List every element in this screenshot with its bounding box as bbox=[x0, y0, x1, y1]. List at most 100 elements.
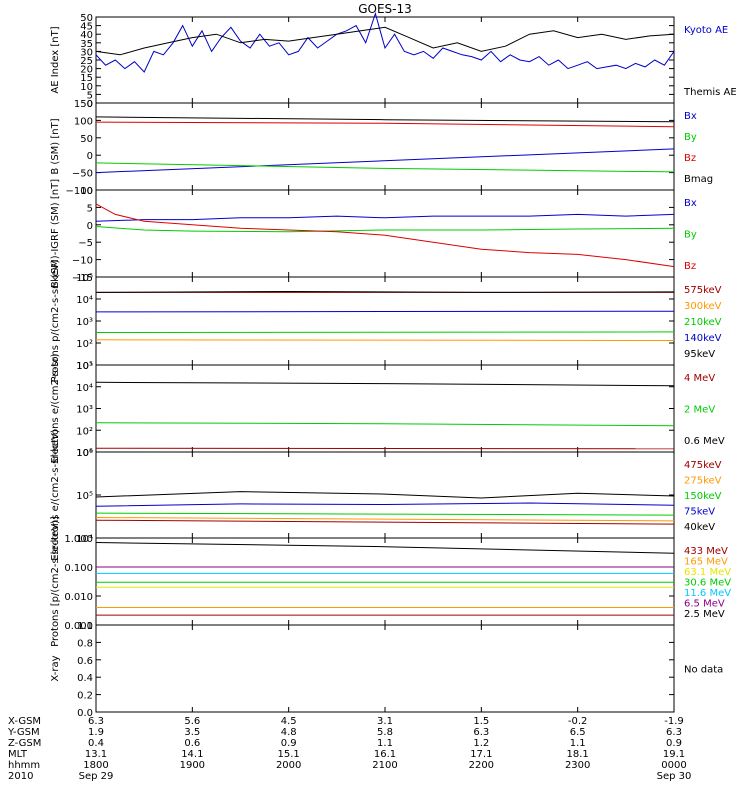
series-line-kyoto-ae bbox=[95, 11, 675, 73]
legend-entry: 165 MeV bbox=[684, 557, 728, 568]
ephemeris-value: 2000 bbox=[276, 760, 301, 771]
legend-entry: 275keV bbox=[684, 476, 722, 487]
y-tick-label: 50 bbox=[80, 13, 93, 24]
ephemeris-row-label: hhmm bbox=[8, 760, 40, 771]
y-tick-label: 0 bbox=[87, 99, 93, 110]
y-tick-label: 0.001 bbox=[64, 621, 93, 632]
y-tick-label: 10² bbox=[76, 426, 93, 437]
y-tick-label: 10³ bbox=[76, 317, 93, 328]
y-tick-label: 10¹ bbox=[76, 448, 93, 459]
ephemeris-value: 6.3 bbox=[666, 727, 682, 738]
legend-entry: By bbox=[684, 230, 697, 241]
y-tick-label: 0.4 bbox=[77, 673, 93, 684]
y-axis-label: Electrons e/(cm2-s-sr-keV) bbox=[50, 429, 61, 561]
legend-entry: Bz bbox=[684, 261, 696, 272]
y-axis-label: AE Index [nT] bbox=[50, 26, 61, 93]
y-tick-label: 10⁵ bbox=[76, 361, 93, 372]
no-data-note: No data bbox=[684, 665, 723, 676]
ephemeris-value: 15.1 bbox=[278, 749, 300, 760]
series-line-bz bbox=[95, 121, 675, 128]
y-tick-label: −100 bbox=[66, 186, 93, 197]
legend-entry: 575keV bbox=[684, 285, 722, 296]
ephemeris-value: 0.4 bbox=[88, 738, 104, 749]
series-line-40kev bbox=[95, 491, 675, 499]
ephemeris-value: 19.1 bbox=[663, 749, 685, 760]
legend-entry: 433 MeV bbox=[684, 546, 728, 557]
ephemeris-value: -0.2 bbox=[568, 716, 588, 727]
y-tick-label: 10⁶ bbox=[76, 448, 93, 459]
series-line-themis-ae bbox=[95, 26, 675, 56]
y-tick-label: 100 bbox=[74, 116, 93, 127]
y-tick-label: 25 bbox=[80, 56, 93, 67]
y-tick-label: 10 bbox=[80, 82, 93, 93]
ephemeris-value: 3.5 bbox=[184, 727, 200, 738]
ephemeris-row-label: MLT bbox=[8, 749, 28, 760]
y-tick-label: 5 bbox=[87, 203, 93, 214]
panel-protons2: Protons [p/(cm2-s-sr-keV)] 0.001 0.010 0.10… bbox=[50, 516, 731, 647]
y-tick-label: 30 bbox=[80, 47, 93, 58]
y-tick-label: 10² bbox=[76, 339, 93, 350]
plot-title: GOES-13 bbox=[358, 2, 412, 16]
panel-frame bbox=[95, 16, 675, 104]
panel-electrons1: Electrons e/(cm2-s-sr) 10¹ 10² 10³ 10⁴ 10⁵ 4 M… bbox=[50, 353, 725, 463]
legend-entry: 140keV bbox=[684, 333, 722, 344]
legend-entry: Bx bbox=[684, 111, 697, 122]
y-tick-label: 0.6 bbox=[77, 656, 93, 667]
ephemeris-value: 2100 bbox=[372, 760, 397, 771]
x-axis-ephemeris: X-GSM 6.3 5.6 4.5 3.1 1.5 -0.2 -1.9 Y-GSM 1.9 3.5 4… bbox=[7, 716, 691, 782]
series-line-bx bbox=[95, 148, 675, 174]
ephemeris-value: 17.1 bbox=[470, 749, 492, 760]
panel-frame bbox=[95, 189, 675, 278]
series-line-210kev bbox=[95, 331, 675, 333]
ephemeris-value: 1.2 bbox=[473, 738, 489, 749]
series-line-4-mev bbox=[95, 447, 675, 450]
ephemeris-value: 13.1 bbox=[85, 749, 107, 760]
legend-entry: Bmag bbox=[684, 174, 713, 185]
y-tick-label: −5 bbox=[78, 238, 93, 249]
y-tick-label: 0.0 bbox=[77, 708, 93, 719]
ephemeris-row-label: Y-GSM bbox=[7, 727, 40, 738]
legend-entry: 2 MeV bbox=[684, 405, 715, 416]
series-line-bx bbox=[95, 213, 675, 222]
ephemeris-value: 2300 bbox=[565, 760, 590, 771]
y-tick-label: 1.000 bbox=[64, 534, 93, 545]
y-tick-label: 10³ bbox=[76, 405, 93, 416]
series-line-95kev bbox=[95, 290, 675, 293]
ephemeris-value: 4.5 bbox=[281, 716, 297, 727]
panel-frame bbox=[95, 102, 675, 191]
ephemeris-value: 1.1 bbox=[570, 738, 586, 749]
ephemeris-value: 5.8 bbox=[377, 727, 393, 738]
series-line-150kev bbox=[95, 512, 675, 516]
y-tick-label: 0.010 bbox=[64, 592, 93, 603]
series-line-bz bbox=[95, 203, 675, 268]
y-axis-label: X-ray bbox=[50, 655, 61, 681]
legend-entry: 11.6 MeV bbox=[684, 588, 731, 599]
y-tick-label: −50 bbox=[72, 169, 93, 180]
series-line-140kev bbox=[95, 310, 675, 313]
y-tick-label: 10⁴ bbox=[76, 534, 93, 545]
ephemeris-value: 14.1 bbox=[181, 749, 203, 760]
panel-frame bbox=[95, 276, 675, 366]
y-tick-label: −10 bbox=[72, 256, 93, 267]
legend-entry: Kyoto AE bbox=[684, 25, 728, 36]
ephemeris-value: Sep 29 bbox=[79, 771, 114, 782]
series-line-by bbox=[95, 162, 675, 173]
y-axis-label: Electrons e/(cm2-s-sr) bbox=[50, 353, 61, 463]
series-line-75kev bbox=[95, 502, 675, 507]
ephemeris-row-label: Z-GSM bbox=[8, 738, 41, 749]
y-tick-label: 5 bbox=[87, 90, 93, 101]
ephemeris-value: 1900 bbox=[180, 760, 205, 771]
legend-entry: 40keV bbox=[684, 522, 715, 533]
legend-entry: 210keV bbox=[684, 317, 722, 328]
y-tick-label: 10 bbox=[80, 186, 93, 197]
ephemeris-value: 0000 bbox=[661, 760, 686, 771]
panel-electrons2: Electrons e/(cm2-s-sr-keV) 10⁴ 10⁵ 10⁶ 475ke… bbox=[50, 429, 722, 561]
ephemeris-value: 4.8 bbox=[281, 727, 297, 738]
ephemeris-value: 1.9 bbox=[88, 727, 104, 738]
series-line-275kev bbox=[95, 517, 675, 522]
y-tick-label: 0.100 bbox=[64, 563, 93, 574]
legend-entry: By bbox=[684, 132, 697, 143]
y-tick-label: 0.2 bbox=[77, 691, 93, 702]
